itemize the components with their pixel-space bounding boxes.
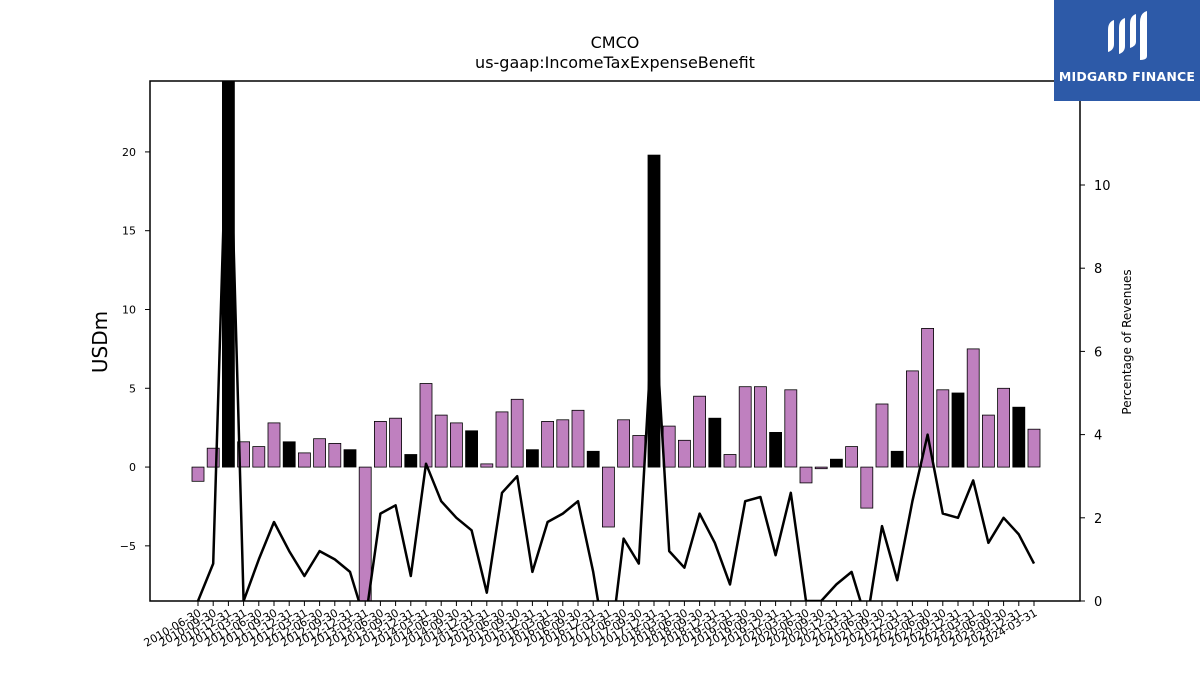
- bar: [738, 386, 752, 468]
- bar: [997, 387, 1010, 468]
- bar: [617, 419, 630, 468]
- bar: [982, 414, 995, 468]
- brand-name: MIDGARD FINANCE: [1058, 69, 1196, 84]
- bar: [784, 389, 798, 468]
- bar: [693, 395, 706, 468]
- y-tick-label: 15: [122, 225, 136, 238]
- bar: [373, 420, 387, 468]
- bar: [769, 431, 782, 468]
- bar: [799, 466, 813, 484]
- y-tick-label: −5: [120, 540, 136, 553]
- plot-frame: [149, 80, 1081, 602]
- bar: [434, 414, 448, 468]
- bar: [966, 348, 980, 468]
- bar: [921, 327, 934, 468]
- bar: [404, 454, 418, 468]
- bar: [708, 417, 722, 468]
- bar: [678, 439, 691, 468]
- bar: [480, 463, 494, 468]
- bar: [313, 438, 327, 468]
- plot-area: −50510152002468102010-06-302010-09-30201…: [120, 80, 1111, 650]
- bar: [191, 466, 205, 482]
- bar: [951, 392, 965, 468]
- bar: [282, 441, 296, 468]
- y-tick-label: 5: [129, 382, 136, 395]
- bar: [906, 370, 919, 468]
- bar: [860, 466, 874, 509]
- bar: [814, 466, 828, 470]
- y-tick-label: 0: [129, 461, 136, 474]
- bar: [541, 420, 554, 468]
- bar: [830, 458, 843, 468]
- y2-tick-label: 10: [1094, 179, 1111, 194]
- bar: [297, 452, 311, 468]
- y2-axis-label: Percentage of Revenues: [1120, 269, 1134, 414]
- bar: [845, 446, 858, 468]
- bar: [221, 81, 235, 468]
- bar: [754, 386, 767, 468]
- chart-subtitle: us-gaap:IncomeTaxExpenseBenefit: [475, 53, 755, 72]
- plot-content: [191, 81, 1041, 601]
- bar: [1012, 406, 1026, 468]
- chart-title: CMCO: [591, 33, 640, 52]
- y2-tick-label: 8: [1094, 262, 1102, 277]
- bar: [632, 435, 646, 468]
- brand-mark-icon: [1108, 11, 1147, 60]
- y2-tick-label: 4: [1094, 429, 1102, 444]
- bar: [252, 446, 266, 468]
- y-tick-label: 20: [122, 146, 136, 159]
- bar: [267, 422, 281, 468]
- series-line: [196, 81, 1036, 601]
- bar: [510, 398, 524, 468]
- bar: [495, 411, 509, 468]
- bar: [875, 403, 889, 468]
- bar: [556, 419, 570, 468]
- bar: [465, 430, 479, 468]
- bar: [1027, 428, 1041, 468]
- bar: [389, 417, 403, 468]
- y-tick-label: 10: [122, 303, 136, 316]
- bar: [358, 466, 372, 601]
- y2-tick-label: 0: [1094, 595, 1102, 610]
- bar: [328, 442, 342, 468]
- brand-logo: MIDGARD FINANCE: [1054, 0, 1200, 101]
- bar: [890, 450, 904, 468]
- bar: [586, 450, 600, 468]
- y2-tick-label: 6: [1094, 345, 1102, 360]
- bar: [419, 383, 433, 468]
- bar: [602, 466, 615, 528]
- bar: [526, 449, 539, 468]
- y2-tick-label: 2: [1094, 512, 1102, 527]
- bar: [936, 389, 950, 468]
- y-axis-label: USDm: [88, 311, 112, 373]
- bar: [571, 409, 585, 468]
- bar: [449, 422, 463, 468]
- bar: [343, 449, 357, 468]
- bar: [723, 454, 737, 468]
